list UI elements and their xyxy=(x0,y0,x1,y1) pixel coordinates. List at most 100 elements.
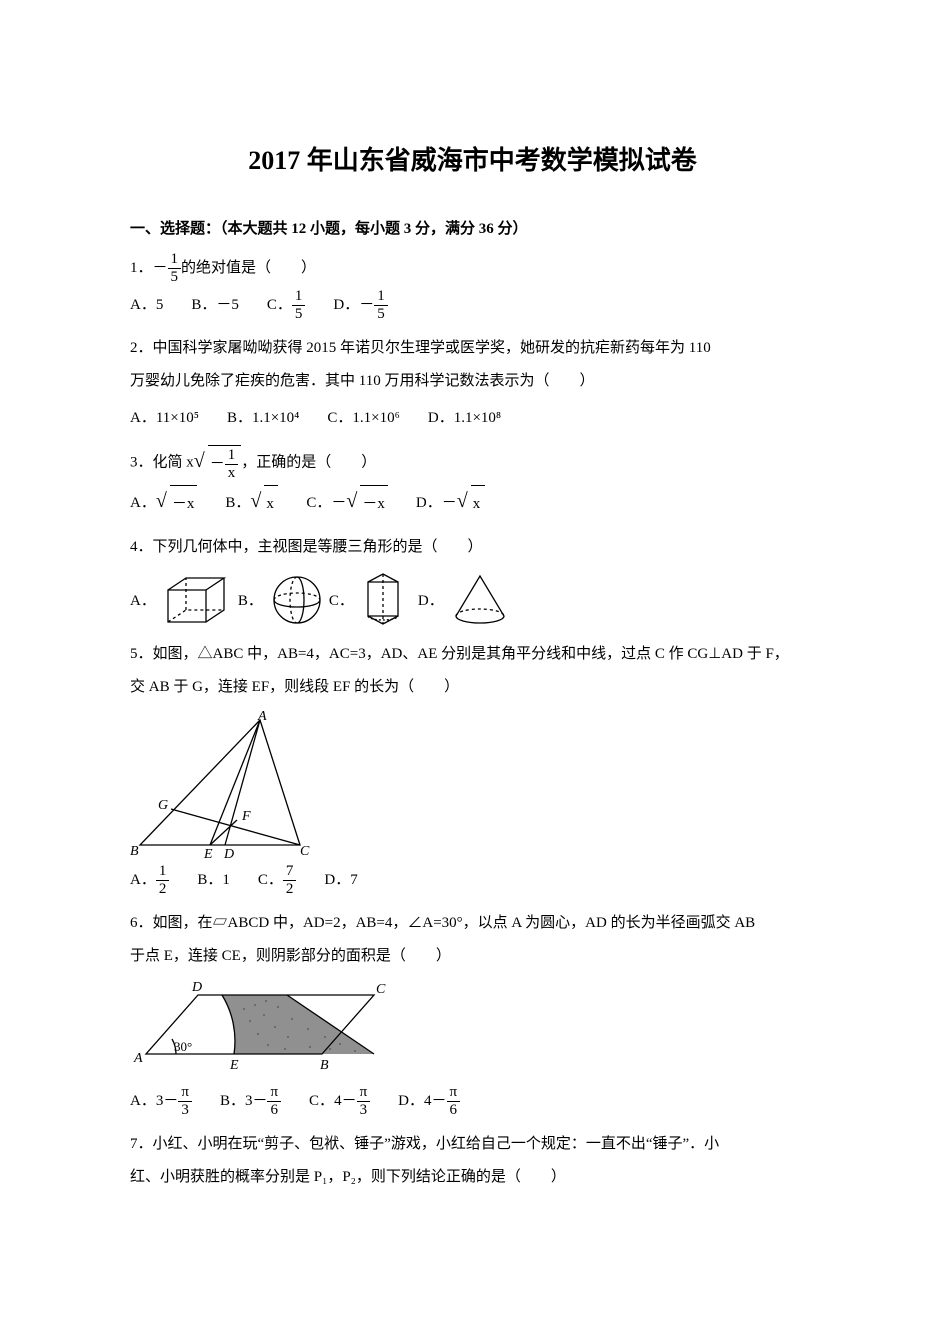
q5-optC-lbl: C． xyxy=(258,864,283,897)
q6-optC-lbl: C． xyxy=(309,1085,334,1118)
q2-optA: A．11×10⁵ xyxy=(130,402,199,435)
q6-lbl-angle: 30° xyxy=(174,1039,192,1054)
q6-figure: A B C D E 30° xyxy=(130,979,815,1079)
q6-optD-frac: π6 xyxy=(447,1085,461,1118)
q5-optC-frac: 7 2 xyxy=(283,864,297,897)
q1-optC-num: 1 xyxy=(292,289,306,306)
q4-figA-cuboid xyxy=(162,572,234,628)
q5-optD: D．7 xyxy=(324,864,357,897)
q6-lbl-B: B xyxy=(320,1058,329,1073)
q1-post: 的绝对值是（ ） xyxy=(181,260,316,276)
q6-optD-num: π xyxy=(447,1085,461,1102)
q6-optC-int: 4 xyxy=(334,1085,342,1118)
question-7: 7．小红、小明在玩“剪子、包袱、锤子”游戏，小红给自己一个规定：一直不出“锤子”… xyxy=(130,1128,815,1194)
q3-optD-pre: － xyxy=(442,487,457,520)
q6-num: 6． xyxy=(130,915,153,931)
q6-optB: B．3－π6 xyxy=(220,1085,281,1118)
q4-lblB: B． xyxy=(238,589,263,610)
q5-optA-lbl: A． xyxy=(130,864,156,897)
q4-figD-cone xyxy=(450,572,510,628)
q3-optA-sqrt: －x xyxy=(156,485,198,521)
q3-options: A． －x B． x C．－－x D． －x xyxy=(130,485,815,521)
q4-figC-prism xyxy=(360,570,414,628)
q7-line1: 小红、小明在玩“剪子、包袱、锤子”游戏，小红给自己一个规定：一直不出“锤子”．小 xyxy=(153,1136,720,1152)
q5-lbl-D: D xyxy=(223,847,234,860)
q3-pre: 化简 x xyxy=(153,455,194,471)
q5-optC-den: 2 xyxy=(283,881,297,897)
q6-optC: C．4－π3 xyxy=(309,1085,370,1118)
q3-optD-lbl: D． xyxy=(416,487,442,520)
q4-figB-sphere xyxy=(269,572,325,628)
q6-line1: 如图，在▱ABCD 中，AD=2，AB=4，∠A=30°，以点 A 为圆心，AD… xyxy=(153,915,756,931)
q1-optA: A．5 xyxy=(130,289,163,322)
q6-optA-lbl: A． xyxy=(130,1085,156,1118)
q1-optD-den: 5 xyxy=(374,306,388,322)
q6-optA-frac: π3 xyxy=(178,1085,192,1118)
q1-optD: D． － 1 5 xyxy=(333,289,387,322)
q3-optD-sqrt: x xyxy=(457,485,485,521)
q2-optD: D．1.1×10⁸ xyxy=(428,402,501,435)
q6-lbl-C: C xyxy=(376,982,386,997)
q6-lbl-E: E xyxy=(229,1058,239,1073)
q3-sqrt: － 1 x xyxy=(194,445,242,481)
q1-optC-lbl: C． xyxy=(267,289,292,322)
q5-optA: A． 1 2 xyxy=(130,864,169,897)
q3-optA-lbl: A． xyxy=(130,487,156,520)
q6-lbl-D: D xyxy=(191,980,202,995)
q5-optD-val: 7 xyxy=(350,864,358,897)
q5-optB-val: 1 xyxy=(222,864,230,897)
q6-optA-int: 3 xyxy=(156,1085,164,1118)
q2-options: A．11×10⁵ B．1.1×10⁴ C．1.1×10⁶ D．1.1×10⁸ xyxy=(130,402,815,435)
q4-options: A． B． xyxy=(130,570,815,628)
q4-lblD: D． xyxy=(418,589,444,610)
q1-optD-lbl: D． xyxy=(333,289,359,322)
q5-lbl-G: G xyxy=(158,798,168,813)
q5-optB-lbl: B． xyxy=(197,864,222,897)
q2-optC: C．1.1×10⁶ xyxy=(327,402,399,435)
q4-text: 下列几何体中，主视图是等腰三角形的是（ ） xyxy=(153,539,483,555)
question-4: 4．下列几何体中，主视图是等腰三角形的是（ ） xyxy=(130,531,815,564)
q5-optB: B．1 xyxy=(197,864,230,897)
q1-pre: － xyxy=(153,260,168,276)
q1-num: 1． xyxy=(130,260,153,276)
q6-optD: D．4－π6 xyxy=(398,1085,460,1118)
q1-optD-pre: － xyxy=(359,289,374,322)
q1-optA-lbl: A． xyxy=(130,289,156,322)
q5-num: 5． xyxy=(130,646,153,662)
q3-rad-pre: － xyxy=(210,456,225,472)
q3-optC-rad: －x xyxy=(360,485,388,521)
q3-optB-lbl: B． xyxy=(225,487,250,520)
q4-num: 4． xyxy=(130,539,153,555)
q1-frac: 1 5 xyxy=(168,252,182,285)
q5-optC: C． 7 2 xyxy=(258,864,297,897)
question-2: 2．中国科学家屠呦呦获得 2015 年诺贝尔生理学或医学奖，她研发的抗疟新药每年… xyxy=(130,332,815,398)
q2-optB: B．1.1×10⁴ xyxy=(227,402,299,435)
q3-num: 3． xyxy=(130,455,153,471)
q3-rad-frac: 1 x xyxy=(225,448,239,481)
q6-optD-den: 6 xyxy=(447,1102,461,1118)
q6-optD-lbl: D． xyxy=(398,1085,424,1118)
q4-lblC: C． xyxy=(329,589,354,610)
question-3: 3．化简 x － 1 x ，正确的是（ ） xyxy=(130,445,815,481)
q6-options: A．3－π3 B．3－π6 C．4－π3 D．4－π6 xyxy=(130,1085,815,1118)
q1-optD-num: 1 xyxy=(374,289,388,306)
q1-frac-num: 1 xyxy=(168,252,182,269)
q3-rad-den: x xyxy=(225,465,239,481)
question-5: 5．如图，△ABC 中，AB=4，AC=3，AD、AE 分别是其角平分线和中线，… xyxy=(130,638,815,704)
q1-optD-frac: 1 5 xyxy=(374,289,388,322)
q1-optA-val: 5 xyxy=(156,289,164,322)
q3-optC: C．－－x xyxy=(306,485,388,521)
q3-optA-rad: －x xyxy=(170,485,198,521)
q1-optC-den: 5 xyxy=(292,306,306,322)
q6-optA-den: 3 xyxy=(178,1102,192,1118)
q6-lbl-A: A xyxy=(133,1051,143,1066)
q2-num: 2． xyxy=(130,340,153,356)
q5-lbl-E: E xyxy=(203,847,213,860)
q5-options: A． 1 2 B．1 C． 7 2 D．7 xyxy=(130,864,815,897)
section1-heading: 一、选择题：（本大题共 12 小题，每小题 3 分，满分 36 分） xyxy=(130,217,815,238)
question-1: 1．－ 1 5 的绝对值是（ ） xyxy=(130,252,815,285)
q5-lbl-A: A xyxy=(257,710,267,724)
q3-optC-sqrt: －x xyxy=(346,485,388,521)
q6-optA: A．3－π3 xyxy=(130,1085,192,1118)
q6-optB-lbl: B． xyxy=(220,1085,245,1118)
